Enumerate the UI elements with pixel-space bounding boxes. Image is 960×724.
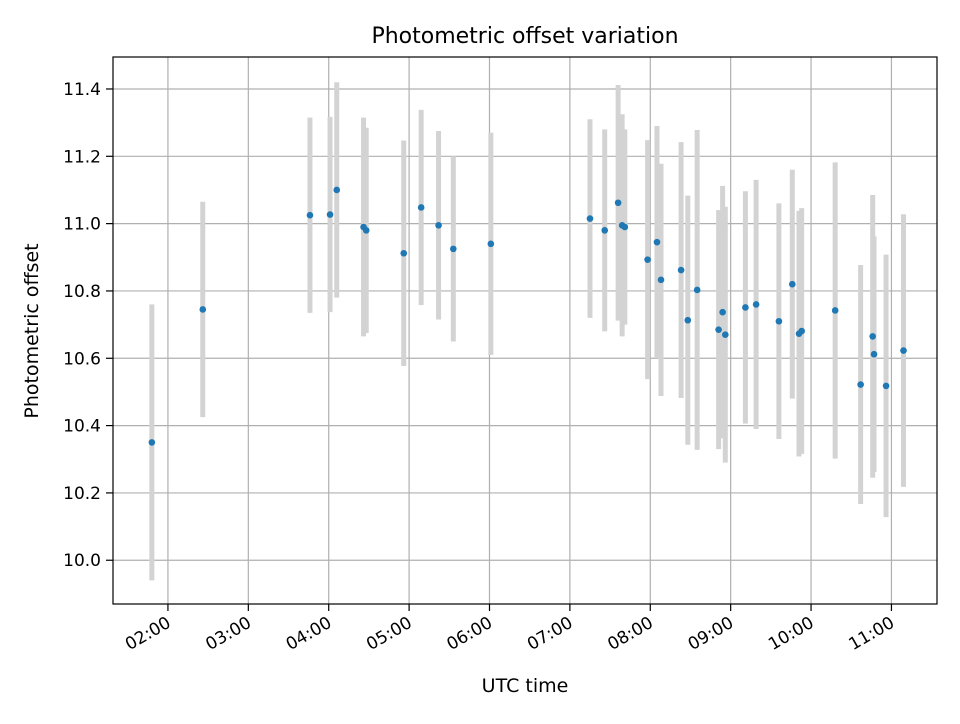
data-point <box>306 211 314 219</box>
data-point <box>742 304 749 311</box>
data-point <box>417 204 425 211</box>
data-point <box>621 223 629 231</box>
x-tick-label: 09:00 <box>685 613 737 655</box>
data-point <box>693 286 701 294</box>
x-tick-label: 06:00 <box>444 613 496 655</box>
data-point <box>831 307 839 314</box>
plot-area-frame <box>112 56 938 605</box>
error-bars <box>149 82 907 581</box>
data-point <box>677 266 685 274</box>
data-point <box>614 199 622 207</box>
y-tick-label: 10.2 <box>63 484 101 504</box>
y-tick-label: 10.8 <box>63 282 101 302</box>
y-tick-label: 11.0 <box>63 215 101 235</box>
data-point <box>900 347 907 354</box>
data-point <box>857 381 864 388</box>
data-point <box>148 439 156 446</box>
y-tick-label: 11.4 <box>63 80 101 100</box>
data-point <box>199 306 207 313</box>
data-point <box>362 227 370 234</box>
data-point <box>869 333 876 340</box>
x-tick-label: 02:00 <box>122 613 174 655</box>
x-tick-label: 04:00 <box>283 613 335 655</box>
x-tick-label: 07:00 <box>524 613 576 655</box>
data-point <box>715 326 722 333</box>
data-point <box>788 280 796 288</box>
y-axis-label: Photometric offset <box>21 243 43 418</box>
data-point <box>601 227 609 234</box>
data-point <box>775 317 783 325</box>
data-point <box>722 331 729 339</box>
data-point <box>752 301 760 308</box>
grid-lines <box>113 57 937 604</box>
data-point <box>882 382 890 390</box>
data-point <box>487 240 495 248</box>
data-point <box>450 245 457 253</box>
data-point <box>653 238 661 246</box>
y-tick-label: 10.6 <box>63 349 101 369</box>
y-tick-label: 10.4 <box>63 417 101 437</box>
data-point <box>435 222 442 229</box>
y-tick-label: 10.0 <box>63 551 101 571</box>
data-point <box>586 215 594 222</box>
x-tick-label: 05:00 <box>363 613 415 655</box>
x-tick-label: 03:00 <box>202 613 254 655</box>
data-point <box>798 327 805 335</box>
data-point <box>870 350 878 358</box>
data-point <box>326 211 334 218</box>
chart-title: Photometric offset variation <box>371 24 678 49</box>
data-point <box>719 308 726 316</box>
data-points <box>148 186 907 446</box>
data-point <box>333 186 341 194</box>
x-axis-label: UTC time <box>482 675 569 697</box>
x-tick-label: 10:00 <box>765 613 817 655</box>
x-tick-label: 11:00 <box>846 613 898 655</box>
y-tick-label: 11.2 <box>63 147 101 167</box>
data-point <box>684 316 692 324</box>
data-point <box>644 256 651 263</box>
axis-ticks: 02:00 03:00 04:00 05:00 06:00 07:00 08:00 09:00… <box>63 80 898 655</box>
data-point <box>657 276 665 284</box>
data-point <box>400 249 408 257</box>
x-tick-label: 08:00 <box>604 613 656 655</box>
